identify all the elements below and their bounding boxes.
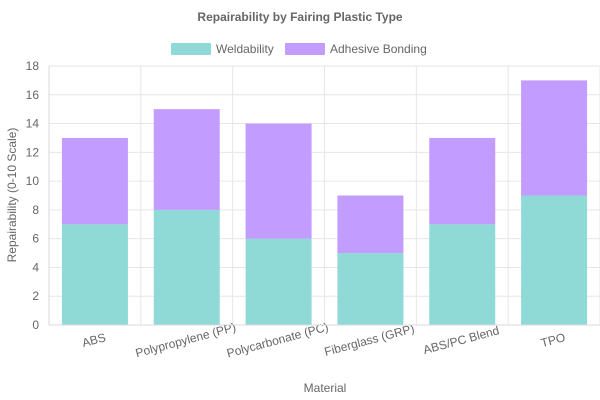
- bar-adhesive-bonding: [429, 137, 496, 225]
- bar-weldability: [153, 209, 220, 325]
- bar-group: [245, 123, 312, 325]
- y-tick-label: 12: [26, 145, 40, 159]
- legend-weldability-label: Weldability: [216, 42, 274, 56]
- y-tick-label: 16: [26, 88, 40, 102]
- chart-title: Repairability by Fairing Plastic Type: [197, 10, 402, 24]
- y-axis-ticks: 0 2 4 6 8 10 12 14 16 18: [26, 59, 40, 332]
- bar-weldability: [61, 224, 128, 325]
- legend-adhesive-bonding-swatch: [285, 43, 325, 55]
- bar-weldability: [337, 253, 404, 325]
- bar-group: [521, 80, 588, 325]
- bar-group: [337, 195, 404, 325]
- grid-layer: [48, 65, 600, 326]
- y-tick-label: 2: [32, 289, 39, 303]
- y-tick-label: 14: [26, 117, 40, 131]
- x-tick-label: Polycarbonate (PC): [225, 320, 330, 361]
- y-tick-label: 18: [26, 59, 40, 73]
- x-tick-label: Polypropylene (PP): [134, 320, 237, 360]
- x-tick-label: Fiberglass (GRP): [323, 321, 416, 359]
- bar-adhesive-bonding: [153, 109, 220, 210]
- x-tick-label: ABS/PC Blend: [422, 323, 501, 357]
- y-axis-label: Repairability (0-10 Scale): [5, 128, 19, 263]
- y-tick-label: 8: [32, 203, 39, 217]
- bar-group: [429, 137, 496, 325]
- bar-weldability: [429, 224, 496, 325]
- x-tick-label: TPO: [539, 330, 566, 350]
- chart-legend: Weldability Adhesive Bonding: [171, 42, 427, 56]
- bar-adhesive-bonding: [245, 123, 312, 239]
- legend-adhesive-bonding-label: Adhesive Bonding: [330, 42, 427, 56]
- bar-weldability: [245, 238, 312, 325]
- y-tick-label: 0: [32, 318, 39, 332]
- x-tick-label: ABS: [80, 330, 107, 350]
- bar-adhesive-bonding: [337, 195, 404, 254]
- y-tick-label: 4: [32, 260, 39, 274]
- y-tick-label: 6: [32, 232, 39, 246]
- legend-weldability-swatch: [171, 43, 211, 55]
- bar-adhesive-bonding: [521, 80, 588, 196]
- bar-group: [61, 137, 128, 325]
- x-axis-ticks: ABS Polypropylene (PP)Polycarbonate (PC)F…: [80, 320, 566, 361]
- bars-layer: [61, 80, 588, 325]
- bar-adhesive-bonding: [61, 137, 128, 225]
- bar-group: [153, 109, 220, 325]
- y-tick-label: 10: [26, 174, 40, 188]
- bar-weldability: [521, 195, 588, 325]
- x-axis-label: Material: [304, 381, 347, 395]
